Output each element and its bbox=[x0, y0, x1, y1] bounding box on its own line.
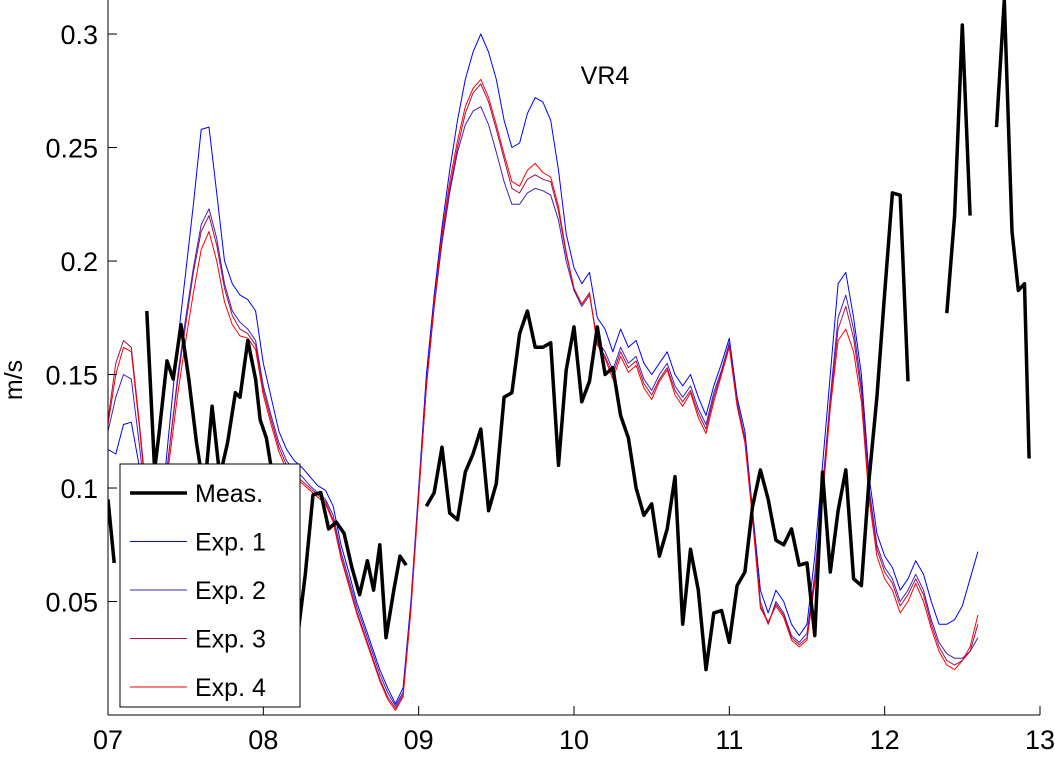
series-line-meas-seg-1 bbox=[108, 499, 116, 564]
series-line-exp-1 bbox=[108, 33, 979, 705]
y-tick-label: 0.15 bbox=[45, 361, 98, 391]
legend-label: Exp. 3 bbox=[195, 626, 266, 654]
y-tick-label: 0.25 bbox=[45, 134, 98, 164]
x-tick-label: 10 bbox=[559, 725, 589, 755]
y-tick-label: 0.3 bbox=[60, 20, 98, 50]
x-tick-label: 11 bbox=[715, 725, 743, 755]
x-tick-label: 13 bbox=[1025, 725, 1055, 755]
series-line-exp-3 bbox=[108, 83, 979, 709]
legend-label: Meas. bbox=[195, 480, 263, 508]
axes: 07 08 09 10 11 12 13 0.05 0.1 0.15 0.2 0.25 0.3 bbox=[45, 0, 1055, 755]
series-line-exp-2 bbox=[108, 106, 979, 707]
y-axis-label: m/s bbox=[0, 360, 28, 400]
x-tick-label: 08 bbox=[248, 725, 278, 755]
y-tick-label: 0.05 bbox=[45, 588, 98, 618]
series-line-meas-seg-5 bbox=[994, 0, 1031, 459]
series-line-exp-4 bbox=[108, 78, 979, 711]
y-tick-label: 0.1 bbox=[60, 474, 98, 504]
legend-label: Exp. 1 bbox=[195, 529, 266, 557]
x-tick-label: 07 bbox=[93, 725, 123, 755]
x-tick-label: 12 bbox=[870, 725, 900, 755]
legend-label: Exp. 2 bbox=[195, 577, 266, 605]
series-line-meas-seg-3 bbox=[424, 191, 910, 672]
y-tick-label: 0.2 bbox=[60, 247, 98, 277]
legend-box bbox=[119, 463, 301, 708]
chart-title: VR4 bbox=[581, 62, 630, 90]
series-line-meas-seg-4 bbox=[945, 23, 972, 314]
x-tick-label: 09 bbox=[404, 725, 434, 755]
legend-label: Exp. 4 bbox=[195, 674, 266, 702]
legend: Meas. Exp. 1 Exp. 2 Exp. 3 Exp. 4 bbox=[119, 463, 301, 708]
